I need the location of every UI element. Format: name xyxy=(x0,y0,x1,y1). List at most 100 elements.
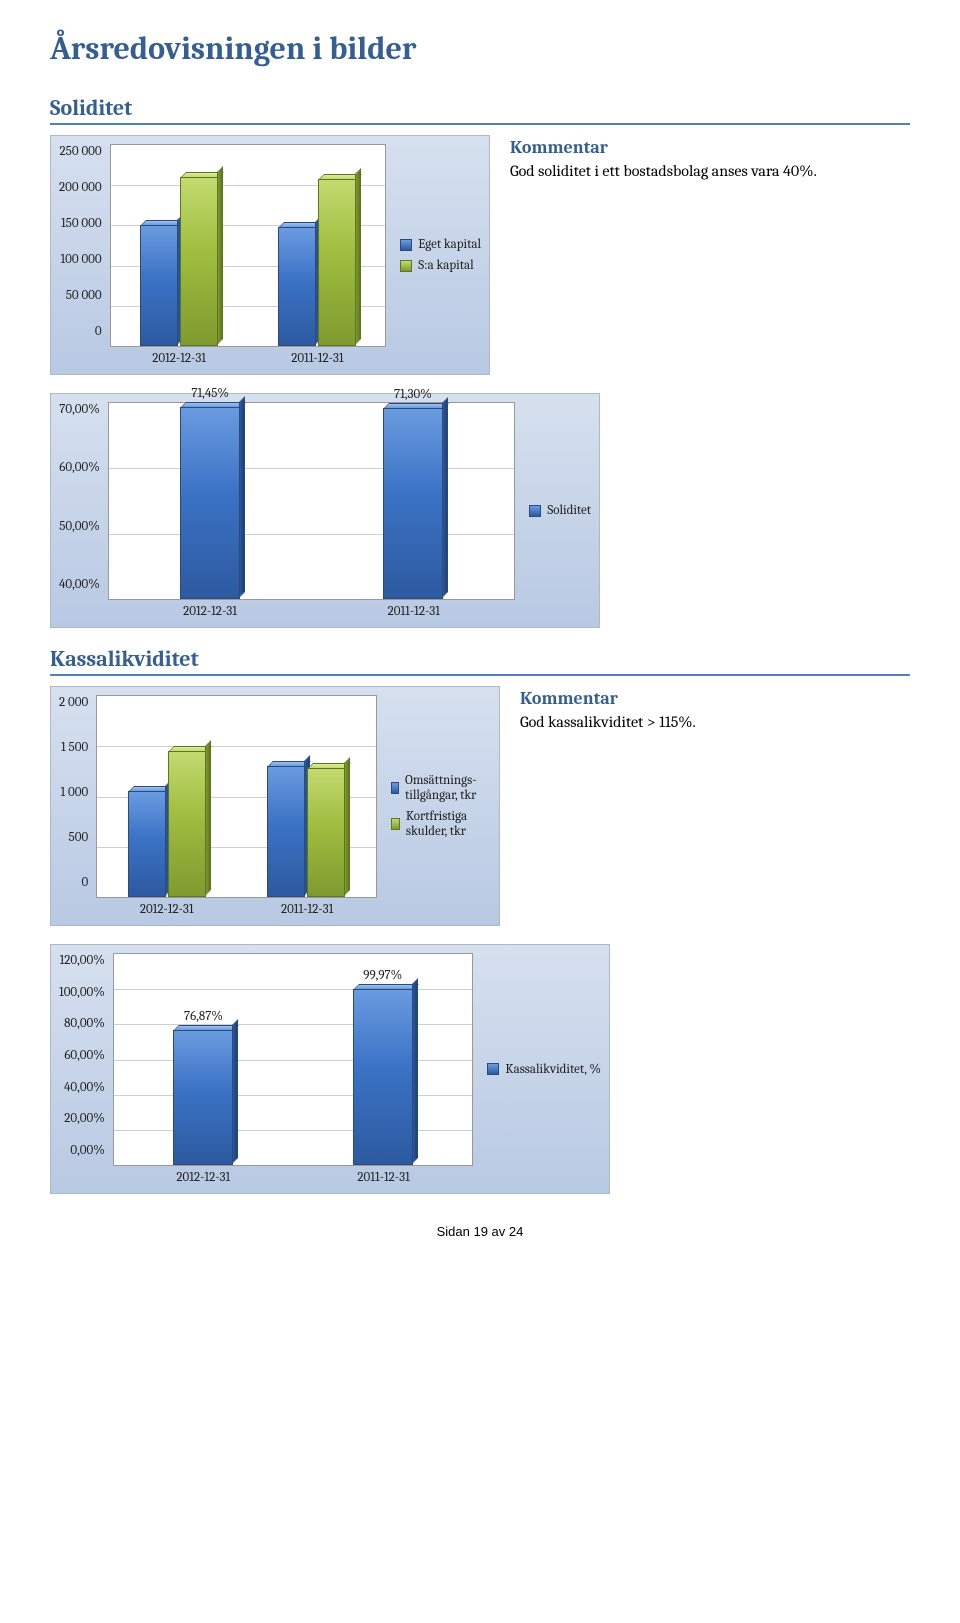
section-title-kassalikviditet: Kassalikviditet xyxy=(50,646,910,676)
bar-group xyxy=(278,145,356,346)
page-footer: Sidan 19 av 24 xyxy=(50,1224,910,1239)
bar-omsattning xyxy=(128,791,166,897)
bar-value-label: 71,45% xyxy=(191,386,229,401)
y-tick: 70,00% xyxy=(59,402,100,417)
soliditet-row-1: 250 000 200 000 150 000 100 000 50 000 0 xyxy=(50,135,910,375)
y-tick: 40,00% xyxy=(64,1080,105,1095)
x-label: 2011-12-31 xyxy=(291,351,343,366)
comment-text: God soliditet i ett bostadsbolag anses v… xyxy=(510,160,910,182)
bar-group: 71,30% xyxy=(383,403,443,599)
bar-group: 71,45% xyxy=(180,403,240,599)
y-tick: 150 000 xyxy=(61,216,102,231)
y-tick: 120,00% xyxy=(60,953,105,968)
y-tick: 0,00% xyxy=(70,1143,104,1158)
legend-label: Eget kapital xyxy=(418,237,481,252)
plot-area: 71,45% 71,30% xyxy=(108,402,516,600)
y-tick: 200 000 xyxy=(59,180,102,195)
soliditet-chart-2: 70,00% 60,00% 50,00% 40,00% 71,45% xyxy=(50,393,600,628)
bar-kortfristiga xyxy=(307,768,345,897)
kassa-comment: Kommentar God kassalikviditet > 115%. xyxy=(520,686,910,926)
y-tick: 50,00% xyxy=(59,519,100,534)
x-label: 2012-12-31 xyxy=(183,604,237,619)
bar-soliditet: 71,30% xyxy=(383,408,443,599)
legend-label: Omsättnings-tillgångar, tkr xyxy=(405,773,491,803)
y-tick: 0 xyxy=(95,324,102,339)
bar-kassalikviditet: 99,97% xyxy=(353,989,413,1165)
kassa-row-2: 120,00% 100,00% 80,00% 60,00% 40,00% 20,… xyxy=(50,944,910,1194)
legend: Eget kapital S:a kapital xyxy=(390,144,481,366)
bar-omsattning xyxy=(267,766,305,897)
bar-sa-kapital xyxy=(318,179,356,346)
legend-label: Kortfristiga skulder, tkr xyxy=(406,809,491,839)
y-tick: 0 xyxy=(81,875,88,890)
y-tick: 60,00% xyxy=(64,1048,105,1063)
bar-kassalikviditet: 76,87% xyxy=(173,1030,233,1165)
y-tick: 2 000 xyxy=(59,695,88,710)
x-label: 2012-12-31 xyxy=(152,351,206,366)
y-tick: 250 000 xyxy=(60,144,102,159)
swatch-icon xyxy=(391,782,399,794)
plot-area xyxy=(110,144,387,347)
comment-label: Kommentar xyxy=(520,686,910,711)
legend: Soliditet xyxy=(519,402,591,619)
legend: Omsättnings-tillgångar, tkr Kortfristiga… xyxy=(381,695,491,917)
plot-area xyxy=(96,695,377,898)
y-tick: 40,00% xyxy=(59,577,100,592)
y-tick: 1 000 xyxy=(60,785,88,800)
y-tick: 100,00% xyxy=(59,985,105,1000)
kassa-row-1: 2 000 1 500 1 000 500 0 xyxy=(50,686,910,926)
section-title-soliditet: Soliditet xyxy=(50,95,910,125)
legend-item: Kassalikviditet, % xyxy=(487,1062,601,1077)
legend-item: Omsättnings-tillgångar, tkr xyxy=(391,773,491,803)
y-axis: 2 000 1 500 1 000 500 0 xyxy=(59,695,92,890)
bar-kortfristiga xyxy=(168,751,206,897)
y-axis: 70,00% 60,00% 50,00% 40,00% xyxy=(59,402,104,592)
bar-value-label: 99,97% xyxy=(363,968,402,983)
bar-eget-kapital xyxy=(140,225,178,346)
bar-value-label: 76,87% xyxy=(184,1009,223,1024)
x-axis-labels: 2012-12-31 2011-12-31 xyxy=(96,898,377,917)
x-label: 2012-12-31 xyxy=(140,902,194,917)
x-axis-labels: 2012-12-31 2011-12-31 xyxy=(108,600,516,619)
x-label: 2011-12-31 xyxy=(388,604,440,619)
bar-group: 99,97% xyxy=(353,954,413,1165)
y-tick: 80,00% xyxy=(64,1016,105,1031)
bar-group: 76,87% xyxy=(173,954,233,1165)
legend-label: S:a kapital xyxy=(418,258,473,273)
bar-group xyxy=(140,145,218,346)
soliditet-chart-1: 250 000 200 000 150 000 100 000 50 000 0 xyxy=(50,135,490,375)
legend-item: Kortfristiga skulder, tkr xyxy=(391,809,491,839)
legend-item: S:a kapital xyxy=(400,258,481,273)
page-title: Årsredovisningen i bilder xyxy=(50,30,910,67)
x-axis-labels: 2012-12-31 2011-12-31 xyxy=(110,347,387,366)
bar-group xyxy=(267,696,345,897)
y-tick: 20,00% xyxy=(64,1111,105,1126)
y-axis: 250 000 200 000 150 000 100 000 50 000 0 xyxy=(59,144,106,339)
plot-area: 76,87% 99,97% xyxy=(113,953,474,1166)
y-tick: 100 000 xyxy=(60,252,101,267)
swatch-icon xyxy=(487,1063,499,1075)
legend-label: Soliditet xyxy=(547,503,591,518)
y-tick: 1 500 xyxy=(61,740,88,755)
swatch-icon xyxy=(400,260,412,272)
comment-text: God kassalikviditet > 115%. xyxy=(520,711,910,733)
soliditet-comment: Kommentar God soliditet i ett bostadsbol… xyxy=(510,135,910,375)
x-label: 2011-12-31 xyxy=(281,902,333,917)
bar-group xyxy=(128,696,206,897)
y-tick: 60,00% xyxy=(59,460,100,475)
legend-item: Soliditet xyxy=(529,503,591,518)
kassa-chart-1: 2 000 1 500 1 000 500 0 xyxy=(50,686,500,926)
x-label: 2012-12-31 xyxy=(176,1170,230,1185)
legend-label: Kassalikviditet, % xyxy=(505,1062,601,1077)
x-label: 2011-12-31 xyxy=(357,1170,409,1185)
swatch-icon xyxy=(391,818,400,830)
legend-item: Eget kapital xyxy=(400,237,481,252)
swatch-icon xyxy=(400,239,412,251)
bar-sa-kapital xyxy=(180,177,218,346)
bar-eget-kapital xyxy=(278,227,316,346)
soliditet-row-2: 70,00% 60,00% 50,00% 40,00% 71,45% xyxy=(50,393,910,628)
kassa-chart-2: 120,00% 100,00% 80,00% 60,00% 40,00% 20,… xyxy=(50,944,610,1194)
y-tick: 500 xyxy=(69,830,89,845)
y-axis: 120,00% 100,00% 80,00% 60,00% 40,00% 20,… xyxy=(59,953,109,1158)
x-axis-labels: 2012-12-31 2011-12-31 xyxy=(113,1166,474,1185)
